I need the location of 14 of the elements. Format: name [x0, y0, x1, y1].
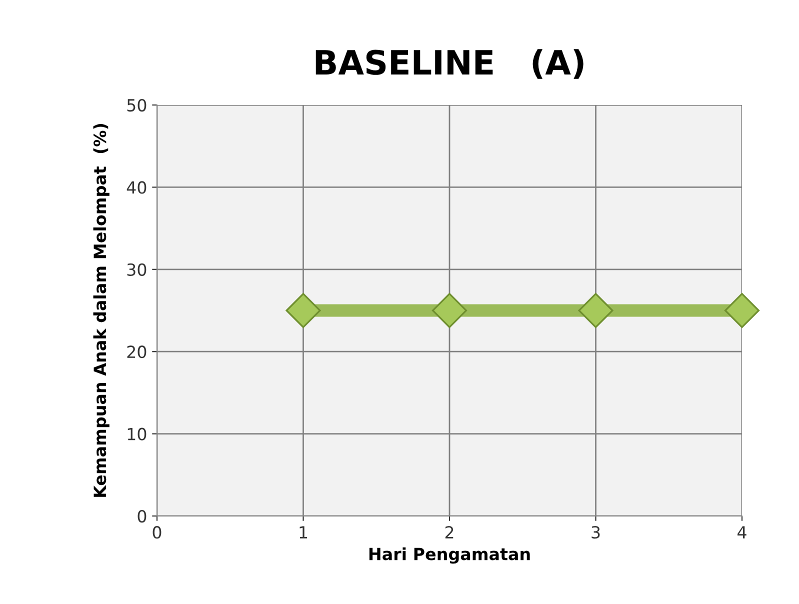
y-tick-label: 40	[126, 181, 146, 194]
y-tick-label: 50	[127, 98, 146, 112]
y-tick-label: 10	[128, 428, 146, 440]
x-tick-label: 4	[738, 526, 746, 538]
chart-title: BASELINE (A)	[316, 49, 584, 79]
x-tick-label: 2	[445, 526, 454, 538]
y-tick-label: 30	[127, 263, 146, 276]
x-tick-label: 3	[592, 526, 600, 539]
y-tick-label: 0	[138, 510, 146, 523]
x-tick-label: 0	[152, 526, 162, 539]
x-axis-title: Hari Pengamatan	[369, 547, 530, 564]
y-axis-title: Kemampuan Anak dalam Melompat (%)	[93, 124, 110, 497]
y-tick-label: 20	[127, 346, 146, 358]
x-tick-label: 1	[300, 526, 308, 538]
